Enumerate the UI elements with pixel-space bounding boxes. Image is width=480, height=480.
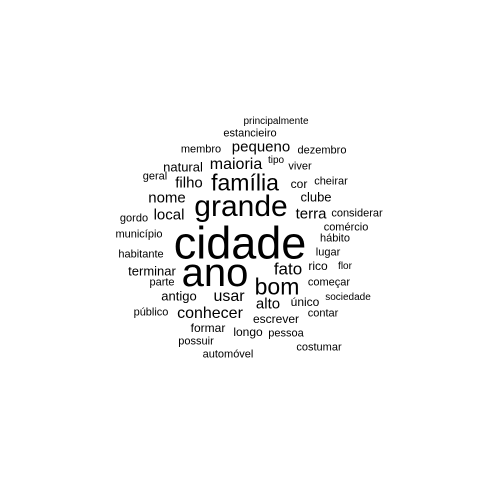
word-costumar: costumar [296,341,342,354]
word-sociedade: sociedade [325,292,371,303]
word-rico: rico [308,259,328,273]
word-comercio: comércio [323,221,369,234]
word-lugar: lugar [315,246,341,259]
word-escrever: escrever [252,312,300,326]
word-considerar: considerar [331,207,383,220]
word-viver: viver [288,160,312,173]
word-habito: hábito [320,232,350,245]
word-estancieiro: estancieiro [223,127,277,140]
word-cheirar: cheirar [314,175,348,188]
word-nome: nome [148,189,186,207]
word-ano: ano [181,251,249,295]
word-municipio: município [115,228,163,241]
word-longo: longo [233,325,263,339]
word-gordo: gordo [119,212,149,225]
word-membro: membro [180,143,222,156]
word-publico: público [133,306,169,319]
word-dezembro: dezembro [297,144,347,157]
word-tipo: tipo [267,155,285,166]
word-bom: bom [254,273,300,300]
word-conhecer: conhecer [177,305,243,322]
word-parte: parte [149,276,175,289]
word-filho: filho [175,174,203,192]
word-geral: geral [142,170,168,183]
word-formar: formar [190,321,226,335]
word-grande: grande [194,190,288,223]
word-usar: usar [213,288,245,305]
word-habitante: habitante [118,248,164,261]
word-automovel: automóvel [202,348,254,361]
word-principalmente: principalmente [243,116,309,127]
word-contar: contar [307,307,339,320]
word-comecar: começar [307,276,351,289]
word-familia: família [211,169,279,196]
word-flor: flor [338,261,352,272]
word-possuir: possuir [178,335,214,348]
word-clube: clube [300,189,332,205]
word-terra: terra [295,205,327,223]
word-antigo: antigo [161,288,197,304]
word-fato: fato [273,259,303,279]
word-pessoa: pessoa [268,327,304,340]
word-terminar: terminar [128,263,176,279]
word-maioria: maioria [209,156,263,173]
word-cidade: cidade [173,217,307,269]
word-alto: alto [255,295,281,313]
word-pequeno: pequeno [231,138,291,156]
word-cor: cor [290,177,308,191]
word-local: local [153,206,185,224]
word-natural: natural [163,159,203,175]
word-unico: único [290,295,320,309]
